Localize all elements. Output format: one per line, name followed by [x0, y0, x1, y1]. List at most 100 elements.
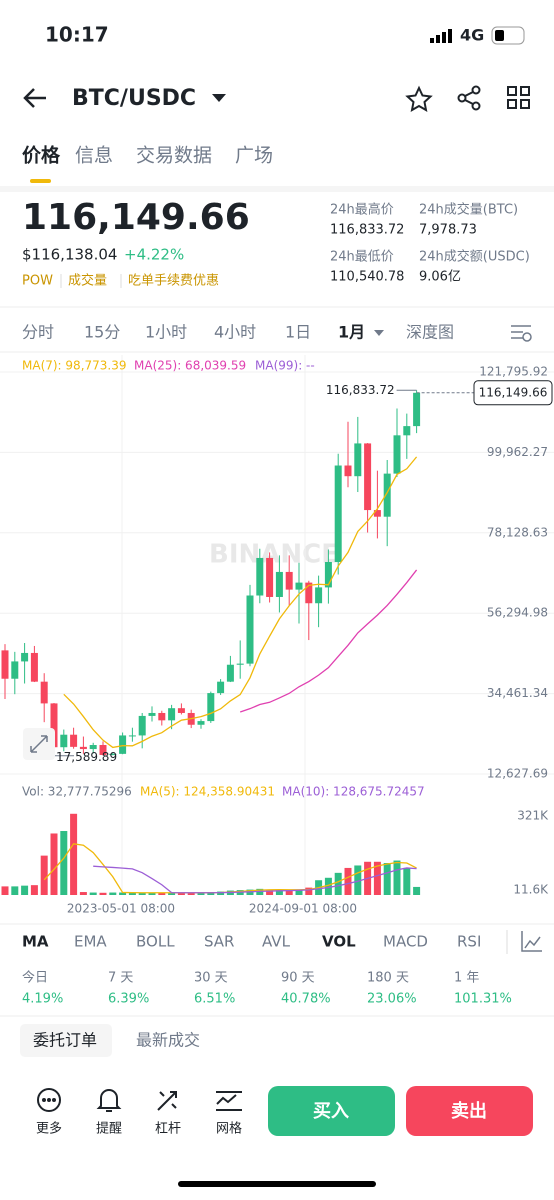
last-price-label: 116,149.66 [479, 385, 548, 399]
perf-value: 101.31% [454, 992, 512, 1007]
high-label: 116,833.72 [326, 383, 395, 397]
tab[interactable]: 信息 [75, 145, 113, 167]
candle-body [148, 712, 156, 716]
interval[interactable]: 1月 [338, 323, 365, 342]
volume-bar [334, 872, 342, 895]
candle-body [30, 652, 38, 682]
indicator[interactable]: BOLL [136, 933, 175, 951]
indicator[interactable]: SAR [204, 933, 234, 951]
action-label[interactable]: 提醒 [96, 1121, 122, 1137]
sell-button[interactable] [406, 1086, 533, 1136]
x-tick-label: 2023-05-01 08:00 [67, 902, 175, 916]
interval[interactable]: 1小时 [145, 323, 187, 342]
grid-menu[interactable] [507, 86, 530, 109]
candle-body [354, 443, 362, 477]
indicator[interactable]: RSI [457, 933, 481, 951]
tab-indicator [30, 179, 51, 183]
candle-body [315, 587, 323, 604]
volume-bar [403, 867, 411, 895]
volume-bar [197, 893, 205, 895]
candle-body [11, 661, 19, 679]
chart-settings[interactable] [511, 325, 532, 342]
candle-body [21, 652, 29, 662]
battery [491, 26, 525, 45]
candle-body [60, 734, 68, 748]
volume-bar [138, 893, 146, 895]
y-tick-label: 56,294.98 [487, 606, 548, 620]
y-tick-label: 12,627.69 [487, 767, 548, 781]
interval[interactable]: 深度图 [406, 323, 454, 342]
candle-body [256, 557, 264, 596]
order-tab-bg [20, 1024, 112, 1057]
volume-bar [99, 892, 107, 895]
ma-label: MA(25): 68,039.59 [134, 359, 246, 373]
pair-dropdown[interactable] [212, 94, 226, 102]
candle-body [1, 650, 9, 679]
interval[interactable]: 1日 [285, 323, 311, 342]
action-label[interactable]: 更多 [36, 1121, 62, 1137]
vol-tick-label: 11.6K [513, 883, 549, 897]
volume-bar [383, 863, 391, 895]
volume-bar [30, 885, 38, 895]
back[interactable] [23, 88, 46, 108]
buy-label: 买入 [313, 1101, 349, 1122]
candle-body [393, 435, 401, 474]
indicator[interactable]: EMA [74, 933, 107, 951]
order-tab[interactable]: 最新成交 [136, 1031, 200, 1050]
volume-bar [109, 892, 117, 895]
tab[interactable]: 交易数据 [136, 145, 212, 167]
candle-body [207, 693, 215, 722]
volume-bar [79, 892, 87, 895]
action-label[interactable]: 网格 [216, 1121, 242, 1137]
perf-value: 23.06% [367, 992, 417, 1007]
candle-body [324, 561, 332, 588]
order-tab[interactable]: 委托订单 [33, 1031, 97, 1050]
fiat-price: $116,138.04 [22, 246, 117, 264]
interval-dropdown[interactable] [374, 330, 384, 336]
perf-label: 180 天 [367, 971, 409, 986]
indicator[interactable]: MA [22, 933, 49, 951]
interval[interactable]: 15分 [84, 323, 120, 342]
pair[interactable]: BTC/USDC [72, 86, 196, 111]
indicator-settings[interactable] [521, 931, 542, 952]
candle-body [70, 734, 78, 747]
candle-body [275, 571, 283, 597]
volume-bar [207, 892, 215, 895]
share[interactable] [457, 85, 481, 111]
volume-bar [168, 892, 176, 895]
perf-label: 7 天 [108, 971, 133, 986]
fullscreen-icon [30, 735, 48, 753]
volume-bar [50, 833, 58, 895]
candle-body [128, 735, 136, 737]
y-tick-label: 78,128.63 [487, 525, 548, 539]
candle-body [403, 426, 411, 436]
interval[interactable]: 分时 [22, 323, 54, 342]
ma-label: MA(99): -- [255, 359, 315, 373]
candle-body [246, 595, 254, 664]
interval[interactable]: 4小时 [214, 323, 256, 342]
indicator[interactable]: VOL [322, 933, 356, 951]
candle-body [413, 392, 421, 427]
vol-ma10-line [93, 865, 417, 894]
tab[interactable]: 价格 [22, 144, 61, 167]
candle-body [89, 745, 97, 750]
candle-body [99, 745, 107, 755]
buy-button[interactable] [268, 1086, 395, 1136]
favorite[interactable] [405, 85, 433, 112]
tab[interactable]: 广场 [235, 145, 273, 167]
action-label[interactable]: 杠杆 [155, 1121, 181, 1137]
candle-body [50, 703, 58, 748]
volume-bar [119, 892, 127, 895]
candle-body [295, 582, 303, 590]
candle-body [168, 708, 176, 721]
perf-label: 90 天 [281, 971, 315, 986]
stat-label: 24h成交额(USDC) [419, 249, 530, 265]
vol-label: MA(5): 124,358.90431 [140, 785, 275, 799]
vol-label: Vol: 32,777.75296 [22, 785, 132, 799]
indicator[interactable]: MACD [383, 933, 428, 951]
candle-body [364, 443, 372, 511]
perf-label: 今日 [22, 970, 48, 986]
clock: 10:17 [45, 23, 109, 47]
indicator[interactable]: AVL [262, 933, 291, 951]
